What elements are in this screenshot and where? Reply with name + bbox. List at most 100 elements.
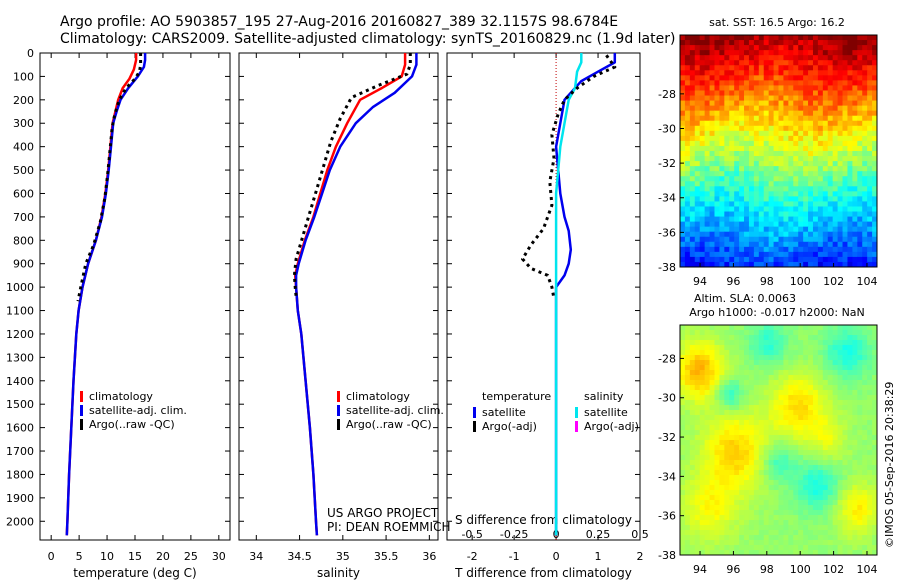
- map-cell: [817, 156, 824, 162]
- map-cell: [832, 370, 839, 376]
- map-cell: [817, 325, 824, 331]
- map-cell: [783, 435, 789, 441]
- map-cell: [684, 340, 691, 346]
- map-cell: [739, 70, 745, 76]
- map-cell: [788, 550, 794, 555]
- map-cell: [847, 490, 853, 496]
- map-cell: [808, 515, 814, 521]
- map-cell: [734, 425, 740, 431]
- map-cell: [783, 335, 789, 341]
- map-cell: [778, 385, 785, 391]
- map-cell: [842, 535, 849, 541]
- map-cell: [793, 420, 799, 426]
- map-cell: [817, 115, 824, 122]
- map-cell: [842, 350, 849, 356]
- map-cell: [857, 60, 863, 66]
- map-cell: [832, 236, 839, 243]
- map-cell: [758, 241, 765, 248]
- map-cell: [862, 176, 868, 182]
- map-cell: [744, 166, 750, 172]
- map-cell: [798, 375, 804, 381]
- map-cell: [763, 340, 770, 346]
- map-cell: [812, 375, 819, 381]
- map-cell: [699, 85, 706, 92]
- map-cell: [724, 345, 730, 351]
- map-cell: [847, 465, 853, 471]
- map-cell: [744, 435, 750, 441]
- map-cell: [788, 166, 794, 172]
- map-cell: [773, 340, 780, 346]
- map-cell: [729, 415, 735, 421]
- map-cell: [744, 465, 750, 471]
- legend-label: Argo(-adj): [482, 420, 537, 433]
- map-cell: [788, 251, 794, 258]
- map-cell: [867, 460, 873, 466]
- map-cell: [803, 161, 809, 167]
- map-cell: [862, 370, 868, 376]
- map-cell: [763, 405, 770, 411]
- map-cell: [699, 405, 706, 411]
- map-cell: [699, 525, 706, 531]
- map-cell: [812, 145, 819, 152]
- map-cell: [862, 345, 868, 351]
- map-cell: [837, 460, 844, 466]
- map-cell: [837, 50, 844, 56]
- map-cell: [837, 545, 844, 551]
- map-cell: [842, 395, 849, 401]
- map-cell: [867, 540, 873, 546]
- map-cell: [689, 35, 696, 41]
- map-cell: [719, 550, 725, 555]
- map-cell: [684, 515, 691, 521]
- map-cell: [724, 35, 730, 41]
- map-cell: [689, 405, 696, 411]
- map-cell: [808, 410, 814, 416]
- map-cell: [842, 251, 849, 258]
- map-cell: [699, 75, 706, 81]
- map-cell: [837, 430, 844, 436]
- map-cell: [778, 500, 785, 506]
- map-cell: [773, 350, 780, 356]
- map-cell: [857, 520, 863, 526]
- map-cell: [852, 125, 858, 132]
- map-cell: [837, 130, 844, 137]
- map-cell: [748, 65, 755, 71]
- map-cell: [739, 55, 745, 61]
- map-cell: [822, 261, 829, 267]
- map-cell: [803, 325, 809, 331]
- map-cell: [699, 550, 706, 555]
- map-cell: [812, 161, 819, 167]
- map-cell: [808, 256, 814, 263]
- map-cell: [862, 450, 868, 456]
- map-cell: [748, 505, 755, 511]
- map-cell: [852, 480, 858, 486]
- map-cell: [857, 65, 863, 71]
- map-cell: [699, 450, 706, 456]
- map-cell: [827, 325, 834, 331]
- map-cell: [748, 45, 755, 51]
- map-cell: [872, 525, 877, 531]
- map-cell: [734, 365, 740, 371]
- map-cell: [817, 166, 824, 172]
- y-tick-label: -28: [658, 352, 676, 365]
- map-cell: [852, 100, 858, 107]
- map-cell: [724, 550, 730, 555]
- map-cell: [753, 365, 760, 371]
- map-cell: [862, 425, 868, 431]
- map-cell: [778, 345, 785, 351]
- map-cell: [724, 545, 730, 551]
- map-cell: [773, 50, 780, 56]
- map-cell: [867, 345, 873, 351]
- map-cell: [803, 251, 809, 258]
- map-cell: [857, 495, 863, 501]
- map-cell: [729, 385, 735, 391]
- map-cell: [714, 201, 720, 208]
- map-cell: [689, 45, 696, 51]
- map-cell: [773, 85, 780, 92]
- map-cell: [680, 500, 686, 506]
- map-cell: [842, 325, 849, 331]
- map-cell: [734, 196, 740, 203]
- map-cell: [744, 450, 750, 456]
- map-cell: [803, 236, 809, 243]
- map-cell: [832, 125, 839, 132]
- map-cell: [783, 530, 789, 536]
